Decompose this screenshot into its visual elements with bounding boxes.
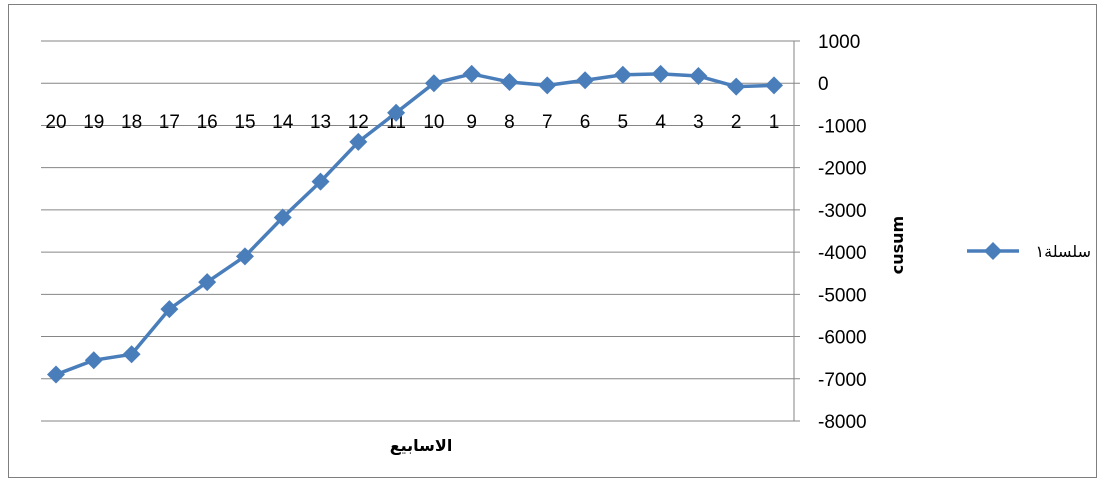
y-tick-label: -1000: [818, 116, 867, 137]
x-tick-label: 4: [655, 112, 666, 133]
x-tick-label: 20: [45, 112, 66, 133]
data-point: [235, 247, 254, 266]
y-axis-title: cusum: [888, 216, 907, 274]
data-point: [84, 351, 103, 370]
chart-frame: 1000 0 -1000 -2000 -3000 -4000 -5000 -6000 -7000…: [8, 4, 1097, 478]
data-point: [765, 76, 783, 95]
x-tick-label: 6: [580, 112, 591, 133]
data-point: [424, 74, 443, 93]
x-axis-title: الاسابيع: [390, 436, 453, 455]
legend: سلسلة١: [967, 242, 1091, 261]
cusum-line-chart: 1000 0 -1000 -2000 -3000 -4000 -5000 -6000 -7000…: [41, 32, 1091, 455]
x-tick-label: 3: [693, 112, 704, 133]
x-tick-label: 5: [618, 112, 629, 133]
data-point: [500, 72, 519, 91]
y-tick-label: -4000: [818, 243, 867, 264]
data-point: [613, 65, 632, 84]
data-point: [538, 76, 557, 95]
x-tick-label: 16: [197, 112, 218, 133]
y-tick-label: 0: [818, 74, 829, 95]
x-tick-label: 10: [423, 112, 444, 133]
series-group: [47, 64, 783, 384]
data-point: [462, 64, 481, 83]
x-tick-label: 17: [159, 112, 180, 133]
x-tick-label: 9: [466, 112, 477, 133]
x-tick-label: 18: [121, 112, 142, 133]
data-point: [122, 345, 141, 364]
data-point: [349, 132, 368, 151]
y-tick-label: -2000: [818, 159, 867, 180]
x-tick-label: 12: [348, 112, 369, 133]
data-point: [387, 103, 406, 122]
legend-series-marker: [984, 242, 1002, 260]
y-tick-label: -7000: [818, 370, 867, 391]
x-tick-label: 19: [83, 112, 104, 133]
y-tick-label: -6000: [818, 328, 867, 349]
x-tick-label: 1: [769, 112, 780, 133]
x-tick-label: 14: [272, 112, 294, 133]
y-tick-label: -3000: [818, 201, 867, 222]
legend-series-label: سلسلة١: [1036, 242, 1091, 261]
data-point: [273, 208, 292, 227]
data-point: [727, 77, 746, 96]
y-tick-label: 1000: [818, 32, 860, 53]
data-point: [651, 64, 670, 83]
x-tick-label: 13: [310, 112, 331, 133]
gridlines: [41, 40, 800, 422]
x-tick-label: 8: [504, 112, 515, 133]
x-tick-label: 7: [542, 112, 553, 133]
x-tick-label: 15: [234, 112, 255, 133]
data-point: [689, 67, 708, 86]
data-point: [198, 273, 217, 292]
data-point: [160, 300, 179, 319]
data-point: [47, 365, 65, 384]
y-tick-label: -5000: [818, 285, 867, 306]
x-tick-label: 2: [731, 112, 742, 133]
y-axis-tick-labels: 1000 0 -1000 -2000 -3000 -4000 -5000 -6000 -7000…: [818, 32, 867, 433]
y-tick-label: -8000: [818, 412, 867, 433]
data-point: [311, 172, 330, 191]
data-point: [576, 71, 595, 90]
